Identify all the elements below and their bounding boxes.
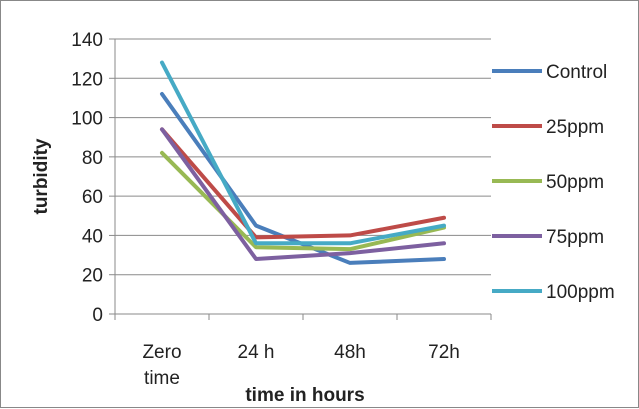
legend: Control 25ppm 50ppm 75ppm 100ppm (492, 62, 615, 303)
y-axis-title: turbidity (31, 138, 52, 214)
y-tick-label: 80 (82, 148, 103, 169)
legend-label: 25ppm (546, 117, 604, 138)
series-line-75ppm (160, 127, 446, 261)
y-tick-label: 60 (82, 187, 103, 208)
x-tick-labels: Zero time 24 h 48h 72h (142, 342, 459, 389)
y-tick-label: 100 (71, 109, 103, 130)
x-tick-label: Zero time (142, 342, 181, 389)
y-tick-label: 40 (82, 226, 103, 247)
y-tick-labels: 0 20 40 60 80 100 120 140 (71, 30, 103, 326)
y-tick-label: 120 (71, 69, 103, 90)
y-tick-label: 140 (71, 30, 103, 51)
x-axis-title: time in hours (245, 385, 364, 406)
legend-label: 50ppm (546, 172, 604, 193)
legend-label: 100ppm (546, 282, 615, 303)
grid-lines (109, 38, 492, 320)
series-lines (160, 60, 446, 265)
x-tick-label: 48h (334, 342, 366, 363)
x-tick-label: 72h (428, 342, 460, 363)
legend-label: 75ppm (546, 227, 604, 248)
y-tick-label: 0 (92, 305, 103, 326)
x-tick-label: 24 h (238, 342, 275, 363)
series-line-25ppm (160, 127, 446, 240)
series-line-100ppm (160, 60, 446, 246)
axes (114, 39, 491, 315)
legend-label: Control (546, 62, 607, 83)
y-tick-label: 20 (82, 266, 103, 287)
series-line-50ppm (160, 150, 446, 252)
